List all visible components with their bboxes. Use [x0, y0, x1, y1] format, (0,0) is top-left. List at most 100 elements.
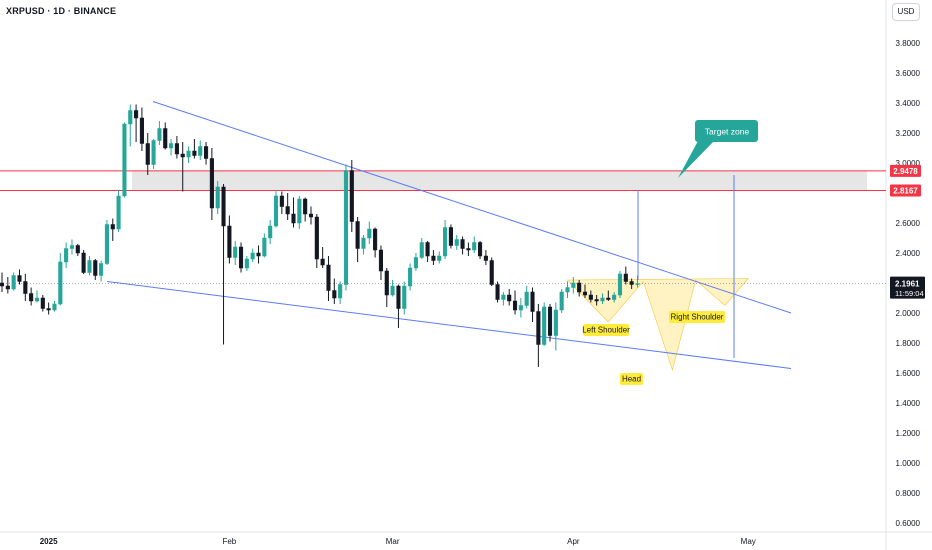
- candle: [46, 302, 51, 315]
- time-axis[interactable]: 2025 Feb Mar Apr May: [0, 531, 932, 546]
- candle-body: [145, 143, 150, 165]
- candle: [99, 260, 104, 282]
- time-tick-label: Feb: [222, 537, 236, 546]
- candle: [69, 239, 75, 255]
- candle: [478, 241, 483, 259]
- candle: [0, 272, 5, 292]
- candle-body: [437, 255, 442, 261]
- right-shoulder-label: Right Shoulder: [671, 313, 724, 322]
- candle-body: [419, 242, 424, 258]
- candle-body: [454, 239, 459, 246]
- candle: [157, 121, 162, 145]
- price-tick-label: 3.0000: [896, 159, 921, 168]
- candle-body: [367, 228, 372, 239]
- candle-body: [174, 143, 179, 155]
- candle: [58, 253, 63, 306]
- candle-body: [291, 213, 296, 224]
- time-tick-label: Apr: [567, 537, 580, 546]
- candle-body: [139, 117, 144, 144]
- candle: [110, 218, 115, 241]
- candle-body: [460, 239, 465, 249]
- currency-selector[interactable]: USD: [892, 3, 920, 21]
- candle-body: [373, 228, 378, 251]
- candle: [303, 197, 308, 222]
- candle-body: [507, 294, 512, 302]
- candle: [256, 245, 261, 264]
- candle: [518, 298, 523, 318]
- candle-body: [285, 206, 290, 215]
- resistance-zone-layer: [0, 170, 886, 191]
- candle: [11, 272, 16, 291]
- candle: [612, 292, 617, 303]
- candle-body: [355, 221, 360, 249]
- symbol-title[interactable]: XRPUSD · 1D · BINANCE: [6, 6, 117, 16]
- price-tick-label: 2.6000: [896, 219, 921, 228]
- candle-body: [612, 294, 617, 300]
- candle: [431, 250, 436, 265]
- candle: [542, 302, 547, 346]
- candle: [291, 197, 296, 228]
- candle-body: [577, 282, 582, 293]
- candle: [52, 301, 57, 312]
- candle-body: [588, 294, 593, 300]
- candle: [139, 107, 144, 151]
- candle-body: [314, 216, 319, 260]
- candle-body: [326, 264, 331, 291]
- candle-body: [413, 257, 418, 269]
- candle-body: [151, 140, 156, 165]
- candle: [635, 275, 640, 288]
- candle: [87, 256, 92, 276]
- candle: [151, 139, 156, 169]
- candle: [17, 269, 22, 285]
- candle-body: [390, 285, 395, 296]
- candle-body: [466, 248, 471, 251]
- candle: [215, 181, 220, 214]
- candle-body: [483, 255, 488, 261]
- candle-body: [408, 267, 413, 287]
- candle: [34, 290, 40, 303]
- candle: [279, 191, 284, 214]
- candle: [268, 220, 273, 244]
- candle-body: [221, 186, 226, 227]
- head-label-bg: [620, 373, 643, 385]
- candle-body: [443, 227, 448, 257]
- candle: [64, 242, 69, 268]
- candle-body: [11, 275, 16, 290]
- candle-body: [635, 283, 640, 285]
- candle-body: [518, 305, 523, 311]
- candle: [320, 247, 325, 268]
- candle: [314, 214, 319, 268]
- candle: [582, 284, 588, 298]
- candle-body: [99, 263, 104, 276]
- candle-body: [209, 158, 214, 209]
- candle-body: [46, 308, 51, 311]
- candle: [192, 139, 197, 159]
- candle: [565, 281, 570, 298]
- price-tick-label: 1.2000: [896, 429, 921, 438]
- price-tick-label: 3.2000: [896, 129, 921, 138]
- candle-body: [104, 224, 109, 264]
- candle-body: [163, 128, 168, 149]
- candle-body: [23, 281, 28, 294]
- candle-body: [402, 285, 407, 309]
- candle: [507, 289, 512, 306]
- candle: [489, 257, 494, 286]
- candle: [250, 248, 255, 262]
- last-price-tag: 2.1961: [895, 280, 920, 289]
- candle: [443, 220, 448, 259]
- candle-body: [524, 291, 529, 306]
- candle: [472, 236, 477, 253]
- candle: [600, 293, 605, 304]
- candle-body: [303, 198, 308, 215]
- annotation-layer: Target zone Left Shoulder Head Right Should…: [582, 120, 758, 385]
- candle-body: [273, 195, 279, 227]
- candle-body: [122, 123, 127, 197]
- candle: [594, 295, 599, 306]
- resistance-zone: [132, 170, 867, 191]
- candle-body: [81, 252, 86, 273]
- candle-body: [530, 291, 535, 312]
- candle: [273, 190, 279, 228]
- price-tick-label: 3.4000: [896, 99, 921, 108]
- candle: [285, 193, 290, 220]
